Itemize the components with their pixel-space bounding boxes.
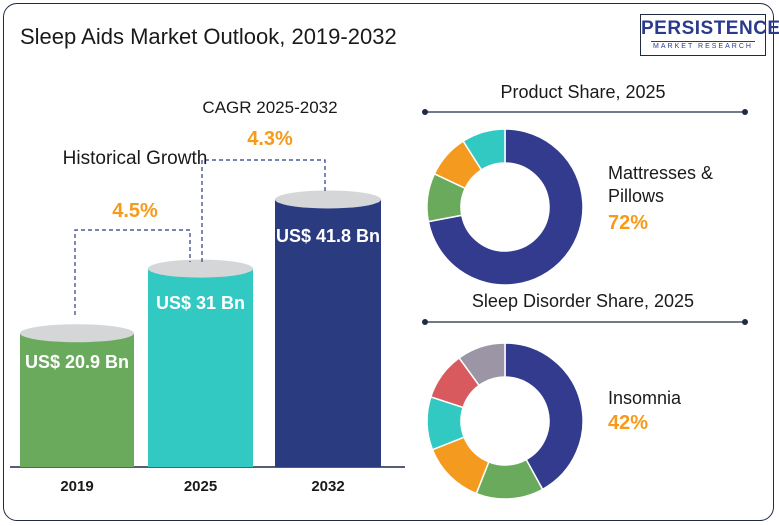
disorder-highlight-label: Insomnia	[608, 388, 682, 408]
year-label-2032: 2032	[311, 478, 345, 495]
product-share-title: Product Share, 2025	[470, 82, 696, 103]
cagr-value: 4.3%	[247, 128, 293, 150]
sleep-disorder-title: Sleep Disorder Share, 2025	[440, 291, 726, 312]
historical-growth-value: 4.5%	[112, 200, 158, 222]
bar-2025	[148, 268, 253, 467]
page-title: Sleep Aids Market Outlook, 2019-2032	[20, 24, 397, 49]
year-label-2019: 2019	[60, 478, 94, 495]
brand-logo: PERSISTENCE MARKET RESEARCH	[640, 14, 779, 56]
product-divider-dot-left	[422, 109, 428, 115]
product-highlight-label: Mattresses & Pillows	[608, 163, 714, 206]
disorder-highlight-value: 42%	[608, 412, 649, 434]
donut1-slice-3	[462, 128, 506, 171]
bar-cap-2032	[275, 190, 381, 209]
disorder-divider-dot-left	[422, 319, 428, 325]
donut2-slice-0	[504, 342, 584, 491]
bar-label-2019: US$ 20.9 Bn	[24, 352, 130, 372]
sleep-disorder-donut	[426, 342, 584, 500]
donut1-slice-0	[427, 128, 584, 286]
year-label-2025: 2025	[183, 478, 218, 495]
bar-series	[20, 190, 381, 468]
bar-cap-2019	[20, 324, 134, 343]
bar-2019	[20, 333, 134, 467]
bar-2032	[275, 199, 381, 468]
bar-label-2032: US$ 41.8 Bn	[275, 226, 381, 246]
product-share-donut	[426, 128, 584, 286]
donut2-slice-5	[458, 342, 506, 387]
logo-sub-text: MARKET RESEARCH	[651, 41, 755, 50]
cagr-label: CAGR 2025-2032	[202, 98, 338, 117]
cagr-connector	[201, 159, 326, 262]
logo-main-text: PERSISTENCE	[641, 18, 779, 39]
bar-label-2025: US$ 31 Bn	[155, 293, 246, 313]
product-divider-dot-right	[742, 109, 748, 115]
disorder-divider-dot-right	[742, 319, 748, 325]
historical-connector	[74, 229, 191, 315]
bar-cap-2025	[148, 259, 253, 278]
historical-growth-label: Historical Growth	[62, 148, 208, 169]
product-highlight-value: 72%	[608, 212, 649, 234]
